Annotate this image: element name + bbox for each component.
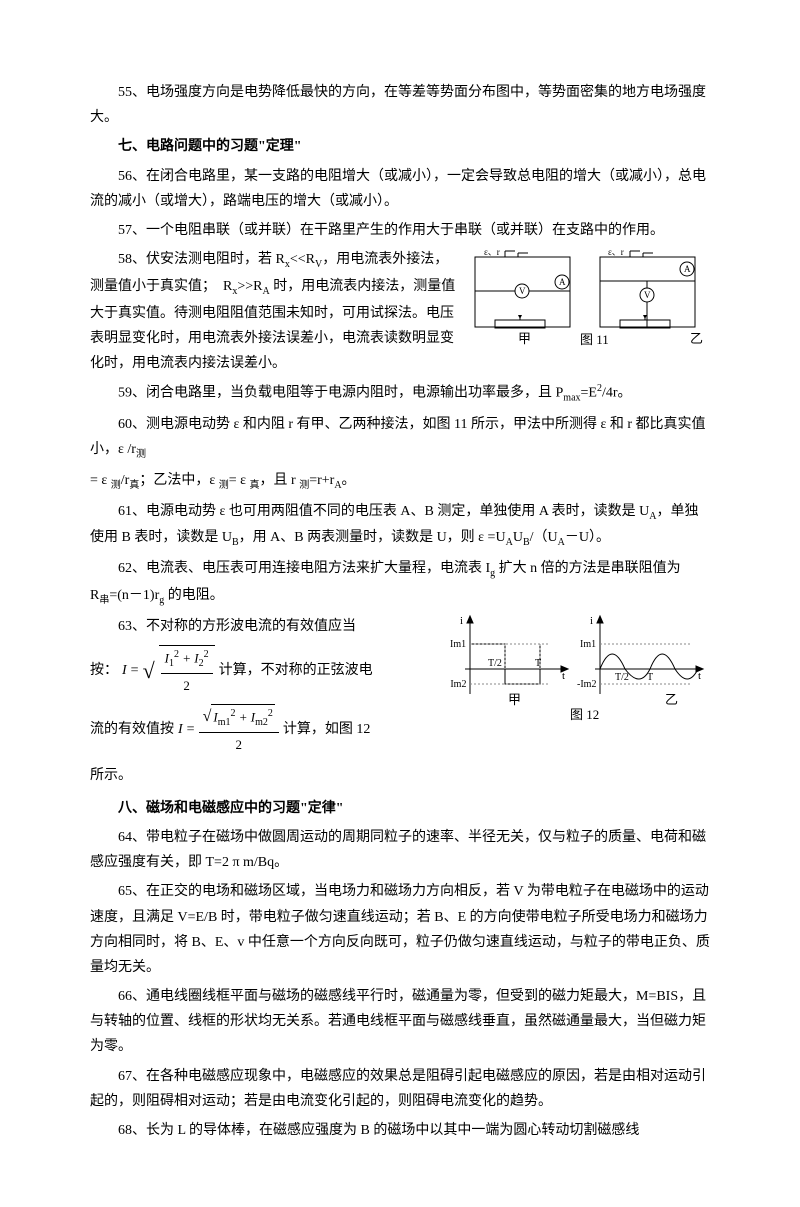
svg-text:V: V (644, 290, 651, 300)
svg-text:甲: 甲 (508, 692, 521, 707)
paragraph-60a: 60、测电源电动势 ε 和内阻 r 有甲、乙两种接法，如图 11 所示，甲法中所… (90, 412, 710, 464)
wave-diagram-fig12: i t Im1 -Im2 T/2 T 甲 i t Im1 -Im2 T/2 T … (450, 614, 710, 724)
paragraph-67: 67、在各种电磁感应现象中，电磁感应的效果总是阻碍引起电磁感应的原因，若是由相对… (90, 1064, 710, 1114)
figure-12: i t Im1 -Im2 T/2 T 甲 i t Im1 -Im2 T/2 T … (450, 614, 710, 724)
figure-11-title: 图 11 (580, 332, 609, 347)
svg-text:T/2: T/2 (488, 658, 502, 669)
section-title-8: 八、磁场和电磁感应中的习题"定律" (90, 796, 710, 821)
svg-text:T/2: T/2 (615, 672, 629, 683)
svg-text:i: i (590, 615, 593, 627)
paragraph-56: 56、在闭合电路里，某一支路的电阻增大（或减小），一定会导致总电阻的增大（或减小… (90, 164, 710, 214)
svg-text:A: A (684, 264, 691, 274)
svg-text:-Im2: -Im2 (577, 679, 596, 690)
circuit-diagram-fig11: ε、r A V 甲 ε、r A V 乙 图 11 (470, 247, 710, 347)
paragraph-59: 59、闭合电路里，当负载电阻等于电源内阻时，电源输出功率最多，且 Pmax=E2… (90, 380, 710, 407)
svg-text:t: t (698, 670, 701, 682)
formula-row-1: 按： I = √ I12 + I22 2 计算，不对称的正弦波电 (90, 645, 442, 697)
svg-text:T: T (535, 658, 541, 669)
paragraph-55: 55、电场强度方向是电势降低最快的方向，在等差等势面分布图中，等势面密集的地方电… (90, 80, 710, 130)
svg-text:t: t (562, 670, 565, 682)
paragraph-66: 66、通电线圈线框平面与磁场的磁感线平行时，磁通量为零，但受到的磁力矩最大，M=… (90, 984, 710, 1060)
formula-row-2: 流的有效值按 I = √Im12 + Im22 2 计算，如图 12 (90, 703, 442, 756)
paragraph-64: 64、带电粒子在磁场中做圆周运动的周期同粒子的速率、半径无关，仅与粒子的质量、电… (90, 825, 710, 875)
svg-text:i: i (460, 615, 463, 627)
svg-text:-Im2: -Im2 (450, 679, 466, 690)
svg-text:V: V (519, 286, 526, 296)
svg-text:Im1: Im1 (580, 639, 596, 650)
section-title-7: 七、电路问题中的习题"定理" (90, 134, 710, 159)
eps-r-label-yi: ε、r (608, 247, 624, 257)
paragraph-57: 57、一个电阻串联（或并联）在干路里产生的作用大于串联（或并联）在支路中的作用。 (90, 218, 710, 243)
caption-yi: 乙 (690, 331, 703, 346)
paragraph-63-end: 所示。 (90, 763, 710, 788)
caption-jia: 甲 (518, 331, 531, 346)
svg-text:乙: 乙 (665, 692, 678, 707)
paragraph-61: 61、电源电动势 ε 也可用两阻值不同的电压表 A、B 测定，单独使用 A 表时… (90, 499, 710, 553)
paragraph-65: 65、在正交的电场和磁场区域，当电场力和磁场力方向相反，若 V 为带电粒子在电磁… (90, 879, 710, 980)
svg-text:Im1: Im1 (450, 639, 466, 650)
figure-12-title: 图 12 (570, 707, 599, 722)
svg-text:T: T (647, 672, 653, 683)
paragraph-68: 68、长为 L 的导体棒，在磁感应强度为 B 的磁场中以其中一端为圆心转动切割磁… (90, 1118, 710, 1143)
svg-text:A: A (559, 277, 566, 287)
figure-11: ε、r A V 甲 ε、r A V 乙 图 11 (470, 247, 710, 347)
paragraph-62: 62、电流表、电压表可用连接电阻方法来扩大量程，电流表 Ig 扩大 n 倍的方法… (90, 556, 710, 610)
paragraph-60b: = ε 测/r真；乙法中，ε 测= ε 真，且 r 测=r+rA。 (90, 468, 710, 495)
eps-r-label-jia: ε、r (484, 247, 500, 257)
